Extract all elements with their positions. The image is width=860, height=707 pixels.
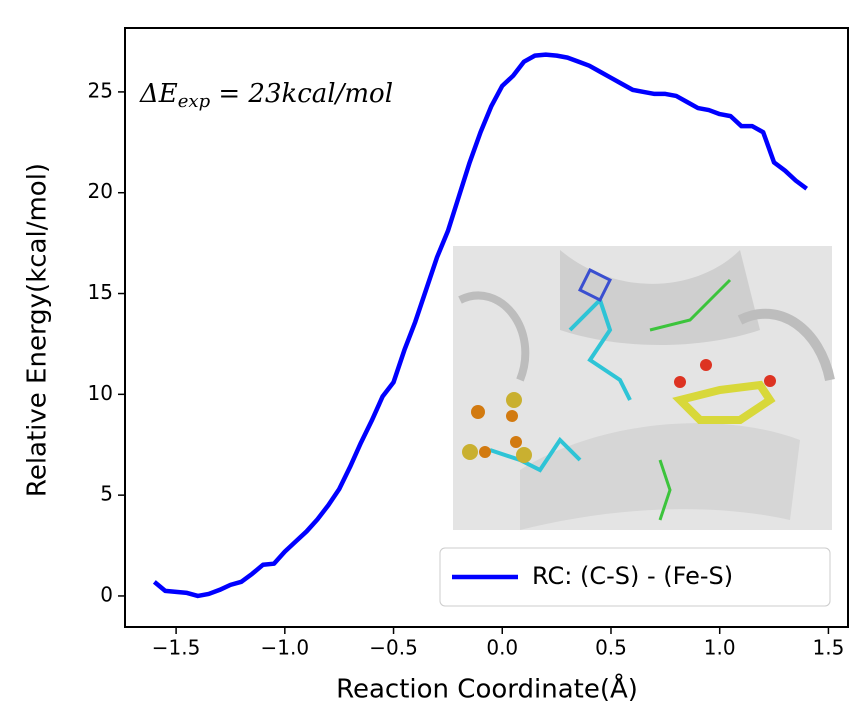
x-tick-label: −0.5	[369, 636, 418, 660]
x-tick-label: 1.5	[813, 636, 845, 660]
y-axis-label: Relative Energy(kcal/mol)	[23, 163, 53, 497]
x-axis-label: Reaction Coordinate(Å)	[336, 673, 638, 705]
y-tick-label: 20	[88, 179, 113, 203]
line	[152, 52, 809, 599]
x-tick-label: 1.0	[704, 636, 736, 660]
legend-box	[439, 547, 831, 607]
y-tick-label: 15	[88, 280, 113, 304]
y-tick-label: 25	[88, 78, 113, 102]
annotation-base: ΔE	[139, 79, 178, 109]
annotation: ΔEexp = 23kcal/mol	[139, 79, 393, 112]
y-tick-label: 10	[88, 381, 113, 405]
plot-frame	[124, 27, 849, 628]
x-tick-label: −1.5	[152, 636, 201, 660]
annotation-sub: exp	[178, 91, 211, 112]
x-tick-label: 0.0	[486, 636, 518, 660]
x-tick-label: 0.5	[595, 636, 627, 660]
x-tick-label: −1.0	[261, 636, 310, 660]
y-tick-label: 0	[100, 582, 113, 606]
annotation-rest: = 23kcal/mol	[210, 79, 393, 109]
legend-label: RC: (C-S) - (Fe-S)	[532, 562, 733, 590]
inset-image	[453, 246, 835, 530]
y-tick-label: 5	[100, 482, 113, 506]
